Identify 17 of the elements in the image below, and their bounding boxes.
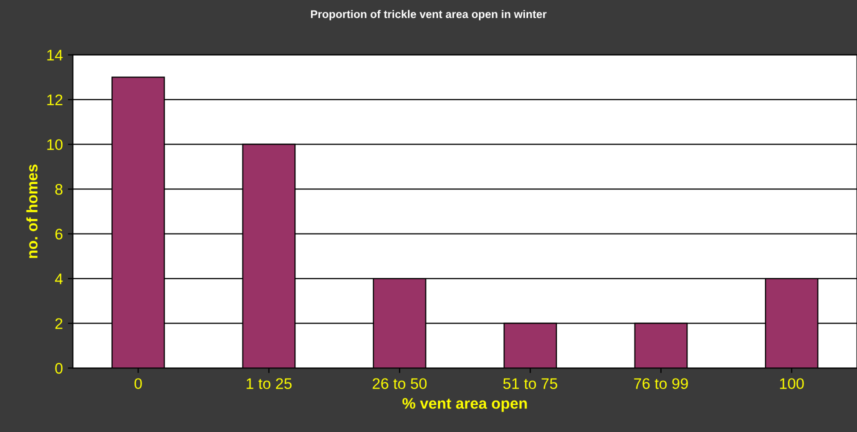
x-tick-label: 1 to 25 — [246, 378, 292, 390]
x-tick-label: 51 to 75 — [503, 378, 558, 390]
x-axis-title: % vent area open — [402, 398, 527, 412]
chart-title: Proportion of trickle vent area open in winter — [311, 10, 547, 20]
y-tick-label: 14 — [47, 50, 63, 60]
y-tick-label: 6 — [55, 228, 62, 240]
y-tick-label: 8 — [55, 184, 62, 195]
x-tick-label: 26 to 50 — [372, 378, 427, 390]
y-tick-label: 2 — [55, 318, 62, 329]
x-tick-label: 100 — [780, 378, 804, 390]
y-tick-label: 12 — [47, 94, 62, 106]
x-tick-label: 0 — [134, 378, 142, 390]
y-axis-title: no. of homes — [26, 164, 38, 258]
x-tick-label: 76 to 99 — [634, 378, 688, 390]
y-tick-label: 4 — [54, 274, 63, 284]
y-tick-label: 10 — [47, 139, 63, 150]
y-tick-label: 0 — [55, 362, 63, 374]
